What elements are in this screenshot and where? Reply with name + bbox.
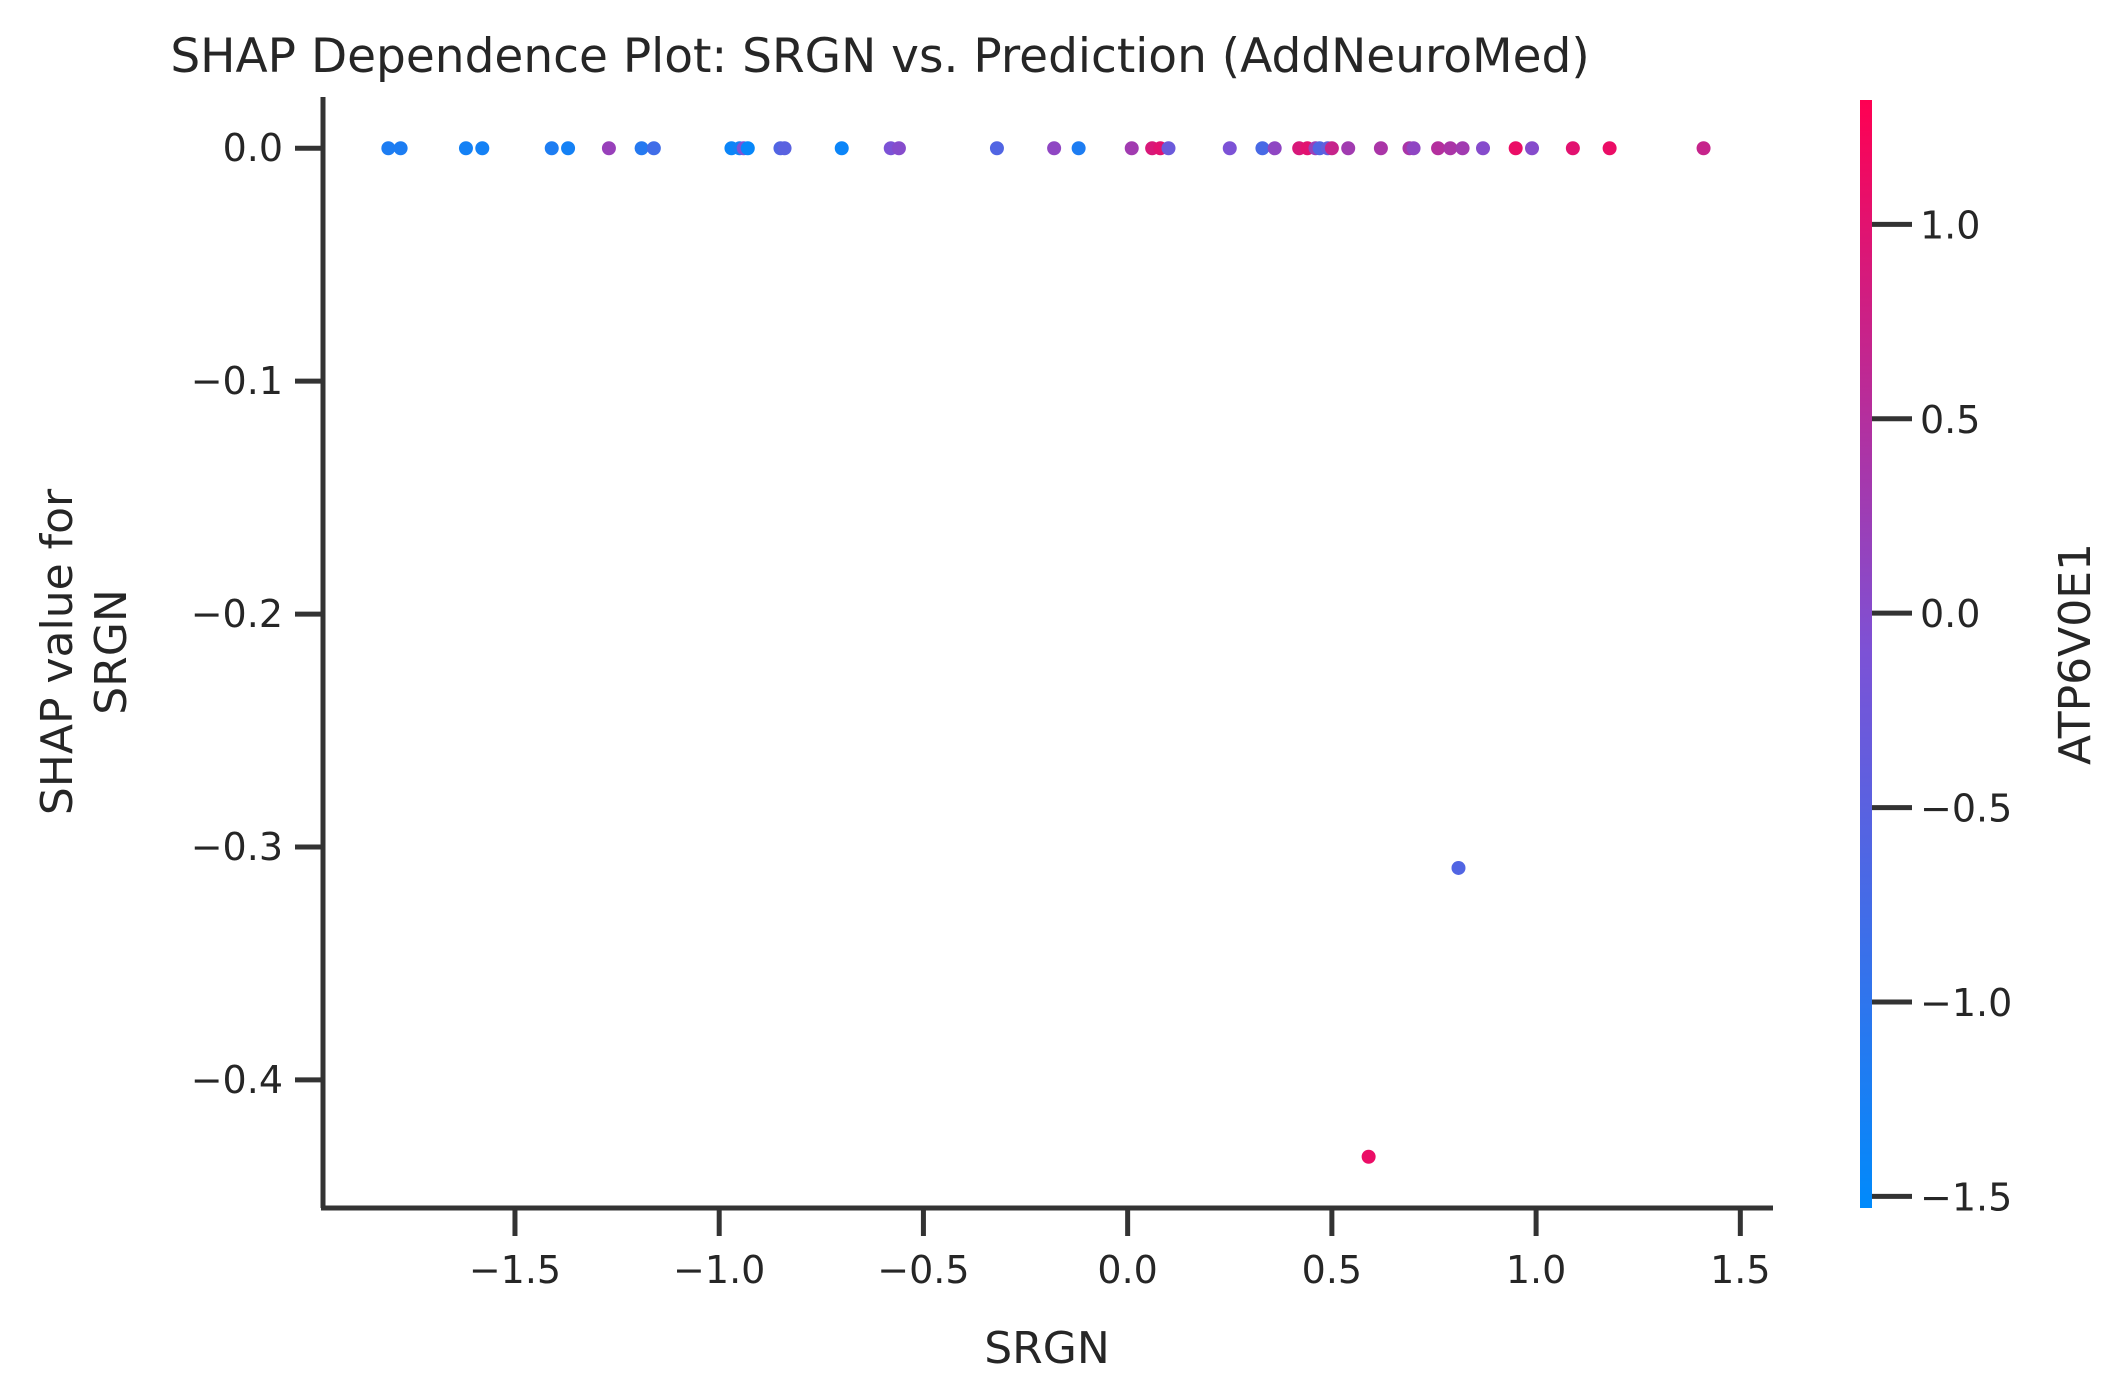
scatter-point: [458, 141, 473, 156]
scatter-point: [1476, 141, 1490, 156]
scatter-point: [1341, 141, 1356, 156]
axes: [320, 97, 1773, 1211]
scatter-point: [1222, 141, 1237, 156]
x-tick-label: 1.5: [1710, 1248, 1770, 1292]
scatter-point: [1508, 141, 1523, 156]
scatter-point: [646, 141, 661, 156]
scatter-point: [740, 141, 755, 156]
scatter-point: [1071, 141, 1086, 156]
colorbar-tick-label: 0.0: [1920, 592, 1980, 636]
y-tick-label: −0.1: [191, 359, 283, 403]
colorbar-tick-label: −1.5: [1920, 1175, 2012, 1219]
scatter-points: [381, 141, 1711, 1164]
x-tick-label: 1.0: [1506, 1248, 1566, 1292]
colorbar-ticks: 1.0 0.5 0.0 −0.5 −1.0 −1.5: [1872, 203, 2012, 1219]
x-tick-label: −1.5: [469, 1248, 561, 1292]
scatter-point: [475, 141, 490, 156]
chart-title: SHAP Dependence Plot: SRGN vs. Predictio…: [170, 29, 1589, 84]
scatter-point: [1443, 141, 1458, 156]
scatter-point: [1431, 141, 1446, 156]
y-tick-label: −0.3: [191, 825, 283, 869]
scatter-point: [1451, 860, 1466, 875]
scatter-point: [1161, 141, 1176, 156]
x-tick-label: −1.0: [673, 1248, 765, 1292]
colorbar-tick-label: −1.0: [1920, 981, 2012, 1025]
colorbar-tick-label: −0.5: [1920, 787, 2012, 831]
scatter-point: [1525, 141, 1540, 156]
y-axis-label: SHAP value for SRGN: [32, 488, 137, 815]
scatter-point: [1565, 141, 1580, 156]
scatter-point: [634, 141, 649, 156]
y-axis-label-line-2: SRGN: [86, 589, 137, 715]
y-tick-label: −0.2: [191, 592, 283, 636]
scatter-point: [601, 141, 616, 156]
scatter-point: [1267, 141, 1282, 156]
colorbar: 1.0 0.5 0.0 −0.5 −1.0 −1.5 ATP6V0E1: [1860, 100, 2101, 1219]
x-ticks: −1.5 −1.0 −0.5 0.0 0.5 1.0 1.5: [469, 1208, 1771, 1292]
scatter-point: [1406, 141, 1421, 156]
scatter-point: [544, 141, 559, 156]
y-axis-label-line-1: SHAP value for: [32, 488, 83, 815]
scatter-point: [1047, 141, 1062, 156]
scatter-point: [1124, 141, 1139, 156]
colorbar-label: ATP6V0E1: [2050, 543, 2101, 765]
scatter-point: [1602, 141, 1617, 156]
y-tick-label: 0.0: [223, 126, 283, 170]
scatter-point: [393, 141, 408, 156]
y-ticks: 0.0 −0.1 −0.2 −0.3 −0.4: [191, 126, 323, 1102]
x-axis-label: SRGN: [984, 1323, 1110, 1374]
x-tick-label: −0.5: [877, 1248, 969, 1292]
colorbar-gradient: [1860, 100, 1872, 1208]
x-tick-label: 0.5: [1302, 1248, 1362, 1292]
scatter-point: [834, 141, 849, 156]
scatter-point: [1455, 141, 1470, 156]
scatter-point: [891, 141, 906, 156]
scatter-point: [989, 141, 1004, 156]
y-tick-label: −0.4: [191, 1058, 283, 1102]
scatter-point: [1361, 1149, 1376, 1164]
scatter-point: [777, 141, 792, 156]
scatter-point: [561, 141, 576, 156]
colorbar-tick-label: 1.0: [1920, 203, 1980, 247]
scatter-point: [1696, 141, 1711, 156]
scatter-point: [1324, 141, 1339, 156]
scatter-point: [1373, 141, 1388, 156]
scatter-point: [1255, 141, 1270, 156]
scatter-point: [381, 141, 396, 156]
colorbar-tick-label: 0.5: [1920, 398, 1980, 442]
x-tick-label: 0.0: [1097, 1248, 1157, 1292]
